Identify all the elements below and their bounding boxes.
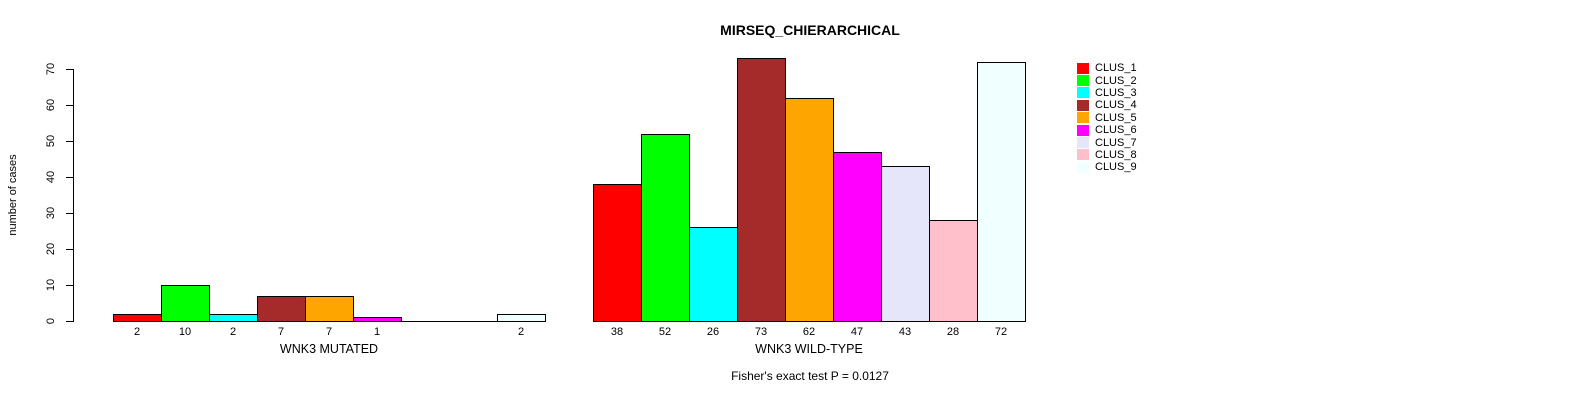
bar-clus_7 <box>881 166 930 322</box>
bar-clus_4 <box>257 296 306 322</box>
bar-clus_1 <box>113 314 162 322</box>
legend-item-clus_7: CLUS_7 <box>1077 136 1137 149</box>
legend-item-clus_9: CLUS_9 <box>1077 161 1137 173</box>
y-tick-label: 50 <box>45 134 57 148</box>
y-tick-mark <box>66 104 74 106</box>
bar-clus_3 <box>209 314 258 322</box>
chart-title: MIRSEQ_CHIERARCHICAL <box>720 22 900 38</box>
bar-clus_5 <box>305 296 354 322</box>
y-tick-mark <box>66 140 74 142</box>
legend-swatch-icon <box>1077 149 1089 161</box>
bar-clus_4 <box>737 58 786 322</box>
legend-swatch-icon <box>1077 161 1089 173</box>
y-tick-label: 20 <box>45 242 57 256</box>
bar-clus_5 <box>785 98 834 322</box>
bar-value-label: 2 <box>517 326 525 338</box>
bar-value-label: 43 <box>898 326 912 338</box>
legend-item-clus_4: CLUS_4 <box>1077 99 1137 111</box>
fisher-test-annotation: Fisher's exact test P = 0.0127 <box>731 369 889 383</box>
y-tick-label: 10 <box>45 278 57 292</box>
bar-clus_2 <box>641 134 690 322</box>
y-tick-mark <box>66 176 74 178</box>
bar-value-label: 1 <box>373 326 381 338</box>
legend-item-clus_6: CLUS_6 <box>1077 124 1137 136</box>
y-tick-mark <box>66 248 74 250</box>
group-axis-label: WNK3 WILD-TYPE <box>755 342 863 356</box>
y-tick-label: 40 <box>45 170 57 184</box>
bar-value-label: 72 <box>994 326 1008 338</box>
legend: CLUS_1 CLUS_2 CLUS_3 CLUS_4 CLUS_5 CLUS_6 CLUS… <box>1077 62 1137 174</box>
legend-label: CLUS_1 <box>1095 62 1137 75</box>
legend-swatch-icon <box>1077 87 1089 99</box>
bar-value-label: 7 <box>325 326 333 338</box>
y-axis-label: number of cases <box>7 154 19 236</box>
y-tick-mark <box>66 284 74 286</box>
legend-label: CLUS_3 <box>1095 86 1137 99</box>
legend-label: CLUS_8 <box>1095 148 1137 161</box>
zero-height-bar <box>401 321 450 322</box>
bar-value-label: 52 <box>658 326 672 338</box>
bar-value-label: 2 <box>133 326 141 338</box>
legend-swatch-icon <box>1077 112 1089 124</box>
bar-clus_1 <box>593 184 642 322</box>
bar-clus_6 <box>833 152 882 322</box>
group-axis-label: WNK3 MUTATED <box>279 342 379 356</box>
bar-value-label: 10 <box>178 326 192 338</box>
y-tick-label: 0 <box>45 317 57 325</box>
legend-swatch-icon <box>1077 99 1089 111</box>
legend-swatch-icon <box>1077 124 1089 136</box>
bar-value-label: 7 <box>277 326 285 338</box>
legend-label: CLUS_7 <box>1095 136 1137 149</box>
y-tick-mark <box>66 212 74 214</box>
y-axis-line <box>73 69 74 322</box>
y-tick-mark <box>66 68 74 70</box>
bar-clus_8 <box>929 220 978 322</box>
bar-clus_3 <box>689 227 738 322</box>
bar-value-label: 2 <box>229 326 237 338</box>
bar-clus_2 <box>161 285 210 322</box>
legend-swatch-icon <box>1077 137 1089 149</box>
legend-label: CLUS_5 <box>1095 111 1137 124</box>
legend-swatch-icon <box>1077 75 1089 87</box>
bar-value-label: 28 <box>946 326 960 338</box>
legend-item-clus_1: CLUS_1 <box>1077 62 1137 74</box>
legend-label: CLUS_2 <box>1095 74 1137 87</box>
bar-clus_9 <box>977 62 1026 322</box>
legend-label: CLUS_9 <box>1095 161 1137 174</box>
y-tick-label: 30 <box>45 206 57 220</box>
bar-value-label: 26 <box>706 326 720 338</box>
bar-value-label: 38 <box>610 326 624 338</box>
bar-value-label: 47 <box>850 326 864 338</box>
y-tick-mark <box>66 320 74 322</box>
legend-swatch-icon <box>1077 62 1089 74</box>
legend-item-clus_2: CLUS_2 <box>1077 74 1137 87</box>
bar-clus_9 <box>497 314 546 322</box>
y-tick-label: 70 <box>45 62 57 76</box>
bar-clus_6 <box>353 317 402 322</box>
legend-item-clus_3: CLUS_3 <box>1077 87 1137 99</box>
legend-label: CLUS_4 <box>1095 99 1137 112</box>
legend-item-clus_8: CLUS_8 <box>1077 149 1137 161</box>
bar-value-label: 62 <box>802 326 816 338</box>
zero-height-bar <box>449 321 498 322</box>
y-tick-label: 60 <box>45 98 57 112</box>
legend-item-clus_5: CLUS_5 <box>1077 112 1137 124</box>
legend-label: CLUS_6 <box>1095 124 1137 137</box>
bar-value-label: 73 <box>754 326 768 338</box>
